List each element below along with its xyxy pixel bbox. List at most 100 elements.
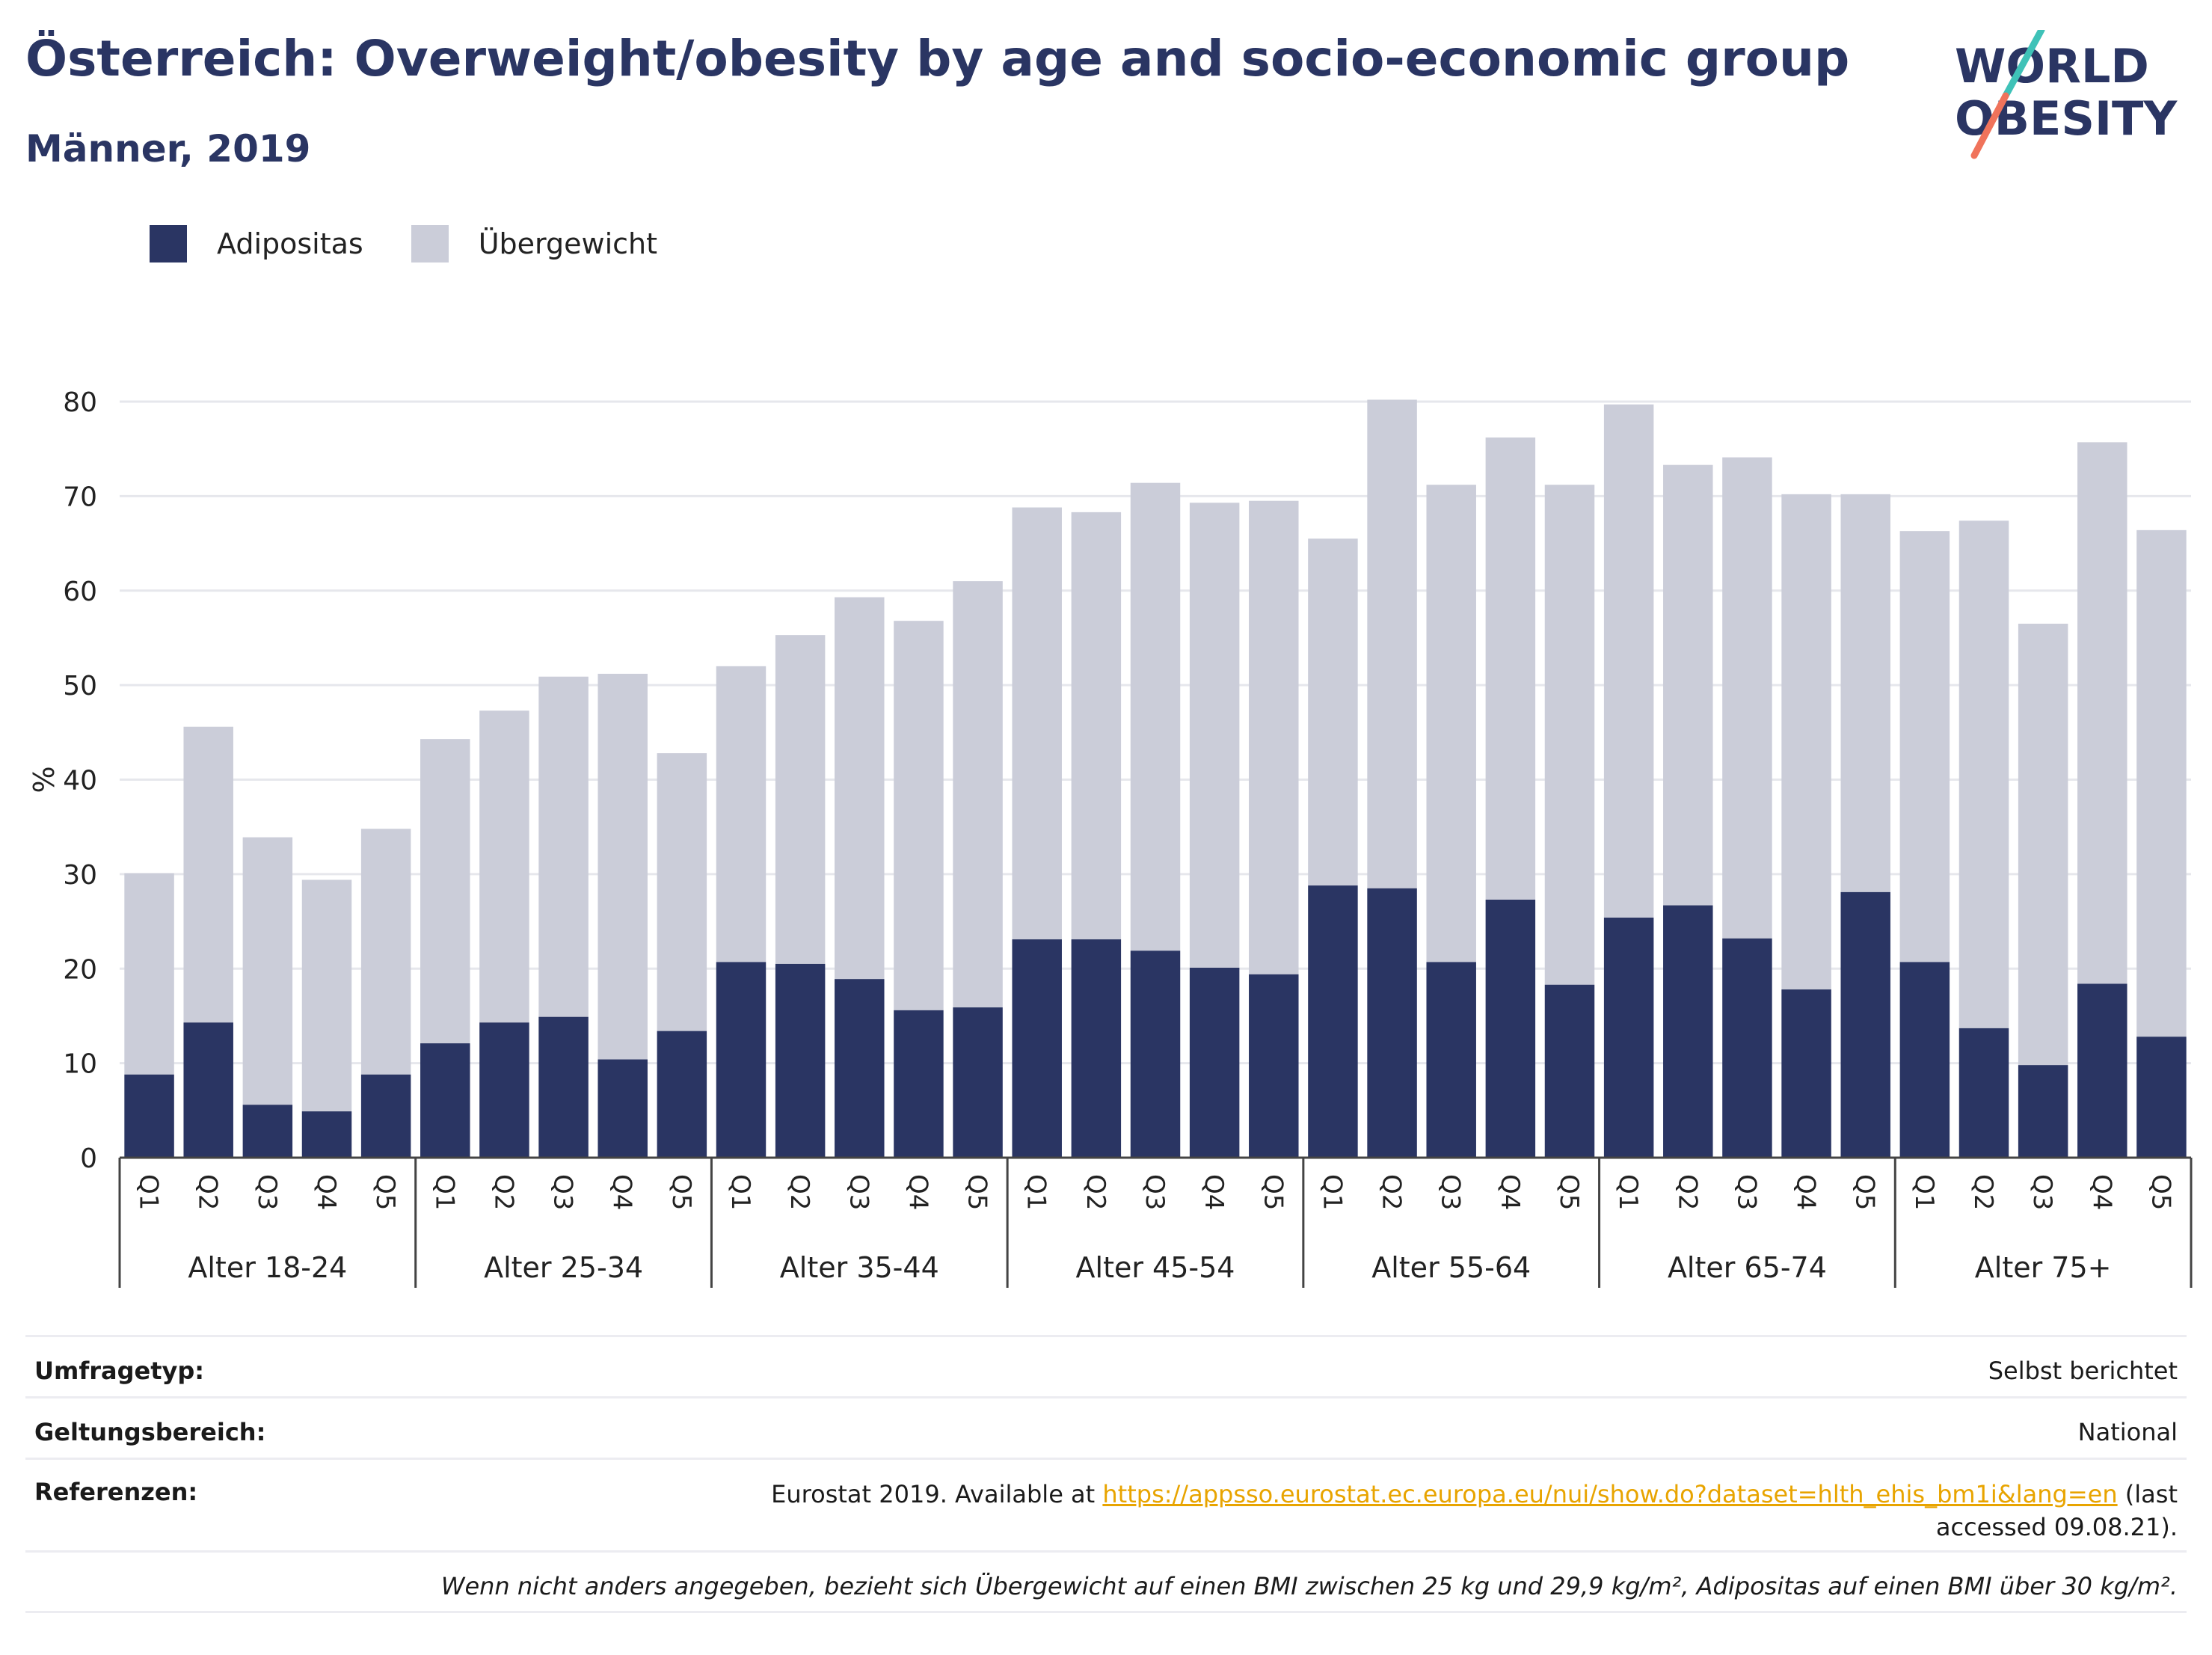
page-title: Österreich: Overweight/obesity by age an… [25, 30, 1850, 87]
bar-overweight [775, 635, 826, 964]
y-tick-label: 50 [63, 671, 97, 701]
bar-obesity [242, 1105, 293, 1158]
y-axis-title: % [28, 766, 61, 793]
x-tick-label: Q4 [607, 1174, 637, 1210]
bar-obesity [1899, 962, 1950, 1158]
bar-overweight [1426, 485, 1476, 962]
group-label: Alter 35-44 [780, 1251, 939, 1284]
bar-overweight [538, 676, 589, 1017]
bar-obesity [1603, 918, 1654, 1158]
svg-text:WORLD: WORLD [1955, 39, 2149, 93]
y-tick-label: 60 [63, 577, 97, 607]
x-tick-label: Q3 [1140, 1174, 1170, 1210]
y-tick-label: 10 [63, 1049, 97, 1080]
x-tick-label: Q1 [134, 1174, 164, 1210]
bar-overweight [1130, 482, 1181, 951]
x-tick-label: Q5 [962, 1174, 992, 1210]
x-tick-label: Q2 [488, 1174, 518, 1210]
bar-obesity [1781, 989, 1831, 1158]
bar-overweight [2018, 623, 2068, 1066]
bar-obesity [124, 1074, 174, 1158]
x-tick-label: Q3 [1436, 1174, 1466, 1210]
x-tick-label: Q3 [548, 1174, 578, 1210]
bar-overweight [1663, 464, 1713, 906]
x-tick-label: Q4 [1495, 1174, 1525, 1210]
bar-overweight [2077, 442, 2127, 984]
bar-obesity [657, 1031, 707, 1158]
x-tick-label: Q2 [1672, 1174, 1702, 1210]
bar-overweight [124, 873, 174, 1075]
y-tick-label: 80 [63, 387, 97, 418]
bar-overweight [420, 739, 470, 1044]
world-obesity-logo: WORLD OBESITY [1955, 30, 2178, 159]
bar-obesity [775, 963, 826, 1158]
reference-link[interactable]: https://appsso.eurostat.ec.europa.eu/nui… [1102, 1480, 2118, 1508]
x-tick-label: Q5 [1258, 1174, 1288, 1210]
x-tick-label: Q2 [1968, 1174, 1998, 1210]
x-tick-label: Q2 [193, 1174, 223, 1210]
bar-overweight [716, 666, 766, 962]
bar-overweight [479, 710, 529, 1023]
bar-obesity [183, 1022, 233, 1158]
chart-legend: Adipositas Übergewicht [150, 221, 705, 266]
meta-row-footnote: Wenn nicht anders angegeben, bezieht sic… [25, 1550, 2187, 1613]
x-tick-label: Q1 [1613, 1174, 1643, 1210]
x-tick-label: Q5 [1850, 1174, 1880, 1210]
x-tick-label: Q4 [311, 1174, 341, 1210]
x-tick-label: Q2 [784, 1174, 814, 1210]
bar-overweight [597, 673, 648, 1060]
legend-item-obesity: Adipositas [150, 225, 363, 262]
x-tick-label: Q1 [725, 1174, 755, 1210]
meta-row-survey: Umfragetyp: Selbst berichtet [25, 1335, 2187, 1396]
bar-overweight [1308, 538, 1358, 886]
y-tick-label: 20 [63, 954, 97, 985]
x-tick-label: Q3 [1731, 1174, 1761, 1210]
meta-key-survey: Umfragetyp: [34, 1357, 205, 1385]
bar-overweight [1367, 399, 1417, 888]
group-label: Alter 65-74 [1668, 1251, 1827, 1284]
x-tick-label: Q4 [1791, 1174, 1821, 1210]
bar-overweight [1544, 485, 1595, 985]
x-tick-label: Q1 [429, 1174, 459, 1210]
meta-key-references: Referenzen: [34, 1478, 198, 1506]
bar-overweight [657, 753, 707, 1031]
bar-obesity [301, 1111, 352, 1158]
bar-obesity [1722, 938, 1772, 1158]
bar-overweight [1958, 521, 2009, 1028]
legend-label-overweight: Übergewicht [478, 227, 657, 260]
x-tick-label: Q4 [1199, 1174, 1229, 1210]
meta-value-references: Eurostat 2019. Available at https://apps… [682, 1478, 2178, 1550]
bar-overweight [1249, 500, 1299, 974]
bar-obesity [1071, 939, 1122, 1158]
x-tick-label: Q5 [1554, 1174, 1584, 1210]
bar-overweight [835, 597, 885, 980]
metadata-table: Umfragetyp: Selbst berichtet Geltungsber… [25, 1335, 2187, 1613]
bar-obesity [1485, 899, 1536, 1158]
bar-obesity [479, 1022, 529, 1158]
bar-obesity [360, 1074, 411, 1158]
x-tick-label: Q4 [903, 1174, 933, 1210]
legend-item-overweight: Übergewicht [411, 225, 657, 262]
bar-overweight [1012, 507, 1062, 940]
bar-overweight [1603, 404, 1654, 918]
meta-row-scope: Geltungsbereich: National [25, 1396, 2187, 1458]
group-label: Alter 18-24 [188, 1251, 347, 1284]
bar-obesity [1130, 951, 1181, 1158]
bar-obesity [1012, 939, 1062, 1158]
meta-key-scope: Geltungsbereich: [34, 1418, 266, 1446]
bar-overweight [1189, 503, 1240, 968]
bar-obesity [1426, 962, 1476, 1158]
meta-value-scope: National [2077, 1418, 2178, 1446]
y-tick-label: 30 [63, 860, 97, 891]
x-tick-label: Q3 [252, 1174, 282, 1210]
bar-obesity [1840, 891, 1890, 1158]
bar-overweight [1781, 494, 1831, 990]
bar-obesity [1249, 974, 1299, 1158]
bar-obesity [2077, 983, 2127, 1158]
x-tick-label: Q2 [1377, 1174, 1407, 1210]
bar-overweight [1485, 437, 1536, 900]
group-label: Alter 25-34 [484, 1251, 643, 1284]
meta-row-references: Referenzen: Eurostat 2019. Available at … [25, 1458, 2187, 1550]
bar-obesity [953, 1007, 1003, 1158]
legend-swatch-overweight [411, 225, 449, 262]
